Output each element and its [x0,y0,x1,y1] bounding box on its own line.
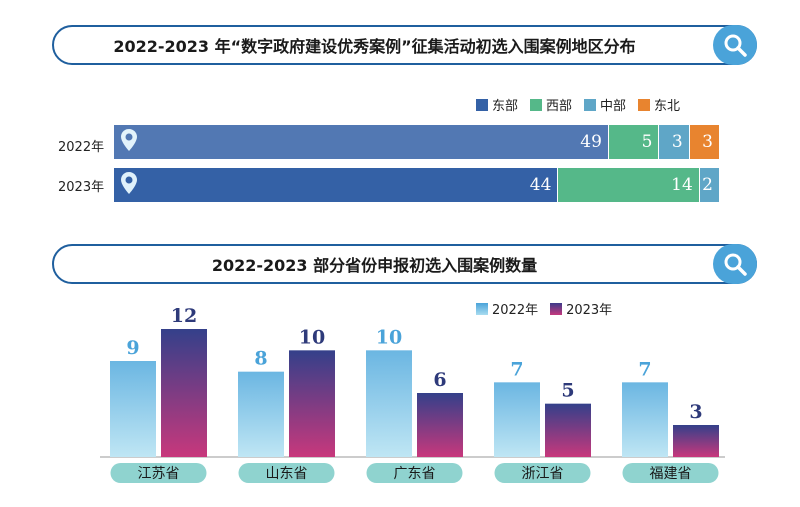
bar-value-label: 3 [671,132,683,152]
legend-item-2022: 2022年 [476,299,538,318]
category-pill [110,463,207,483]
bar-segment-central: 3 [659,125,690,159]
category-label: 江苏省 [138,466,180,482]
location-pin-icon [120,128,138,156]
bar-segment-west: 5 [608,125,660,159]
legend-item-east: 东部 [476,95,518,114]
category-label: 广东省 [394,466,436,482]
bar-segment-central: 2 [699,168,720,202]
category-label: 浙江省 [522,466,564,482]
bar-2023 [161,329,207,457]
bar-value-label: 49 [580,132,602,152]
legend-item-northeast: 东北 [638,95,680,114]
legend-item-2023: 2023年 [550,299,612,318]
bar-value-label: 2 [702,175,713,195]
hbar-row-2022: 49 5 3 3 [114,125,720,159]
bar-value-label: 3 [689,401,702,423]
bar-value-label: 5 [641,132,653,152]
year-label-2023: 2023年 [58,180,105,195]
bar-segment-northeast: 3 [689,125,720,159]
chart1-legend: 东部 西部 中部 东北 [476,95,680,114]
bar-segment-west: 14 [558,168,700,202]
bar-2022 [110,361,156,457]
category-pill [494,463,591,483]
bar-value-label: 5 [561,380,574,402]
bar-2022 [238,371,284,457]
bar-segment-east: 49 [114,125,609,159]
category-pill [238,463,335,483]
bar-2023 [289,350,335,457]
search-icon[interactable] [713,244,757,284]
chart1-title-bar: 2022-2023 年“数字政府建设优秀案例”征集活动初选入围案例地区分布 [52,25,757,65]
year-label-2022: 2022年 [58,140,105,155]
hbar-row-2023: 44 14 2 [114,168,720,202]
bar-segment-east: 44 [114,168,559,202]
search-icon[interactable] [713,25,757,65]
bar-value-label: 7 [510,358,523,380]
bar-2023 [545,403,591,457]
bar-2022 [366,350,412,457]
bar-value-label: 3 [702,132,713,152]
bar-2023 [673,425,719,457]
chart1-title: 2022-2023 年“数字政府建设优秀案例”征集活动初选入围案例地区分布 [113,37,636,56]
bar-value-label: 7 [638,358,651,380]
legend-item-west: 西部 [530,95,572,114]
bar-value-label: 6 [433,369,446,391]
category-label: 山东省 [266,466,308,482]
bar-value-label: 14 [671,175,693,195]
bar-value-label: 44 [529,175,552,195]
bar-2022 [622,382,668,457]
category-label: 福建省 [650,466,692,482]
location-pin-icon [120,171,138,199]
bar-2022 [494,382,540,457]
chart2-legend: 2022年 2023年 [476,299,612,318]
bar-value-label: 12 [171,305,197,327]
category-pill [366,463,463,483]
bar-2023 [417,393,463,457]
chart2-title: 2022-2023 部分省份申报初选入围案例数量 [211,256,538,275]
category-pill [622,463,719,483]
bar-value-label: 8 [254,348,267,370]
bar-value-label: 10 [376,326,402,348]
legend-item-central: 中部 [584,95,626,114]
chart2-title-bar: 2022-2023 部分省份申报初选入围案例数量 [52,244,757,284]
bar-value-label: 9 [126,337,139,359]
bar-value-label: 10 [299,326,325,348]
